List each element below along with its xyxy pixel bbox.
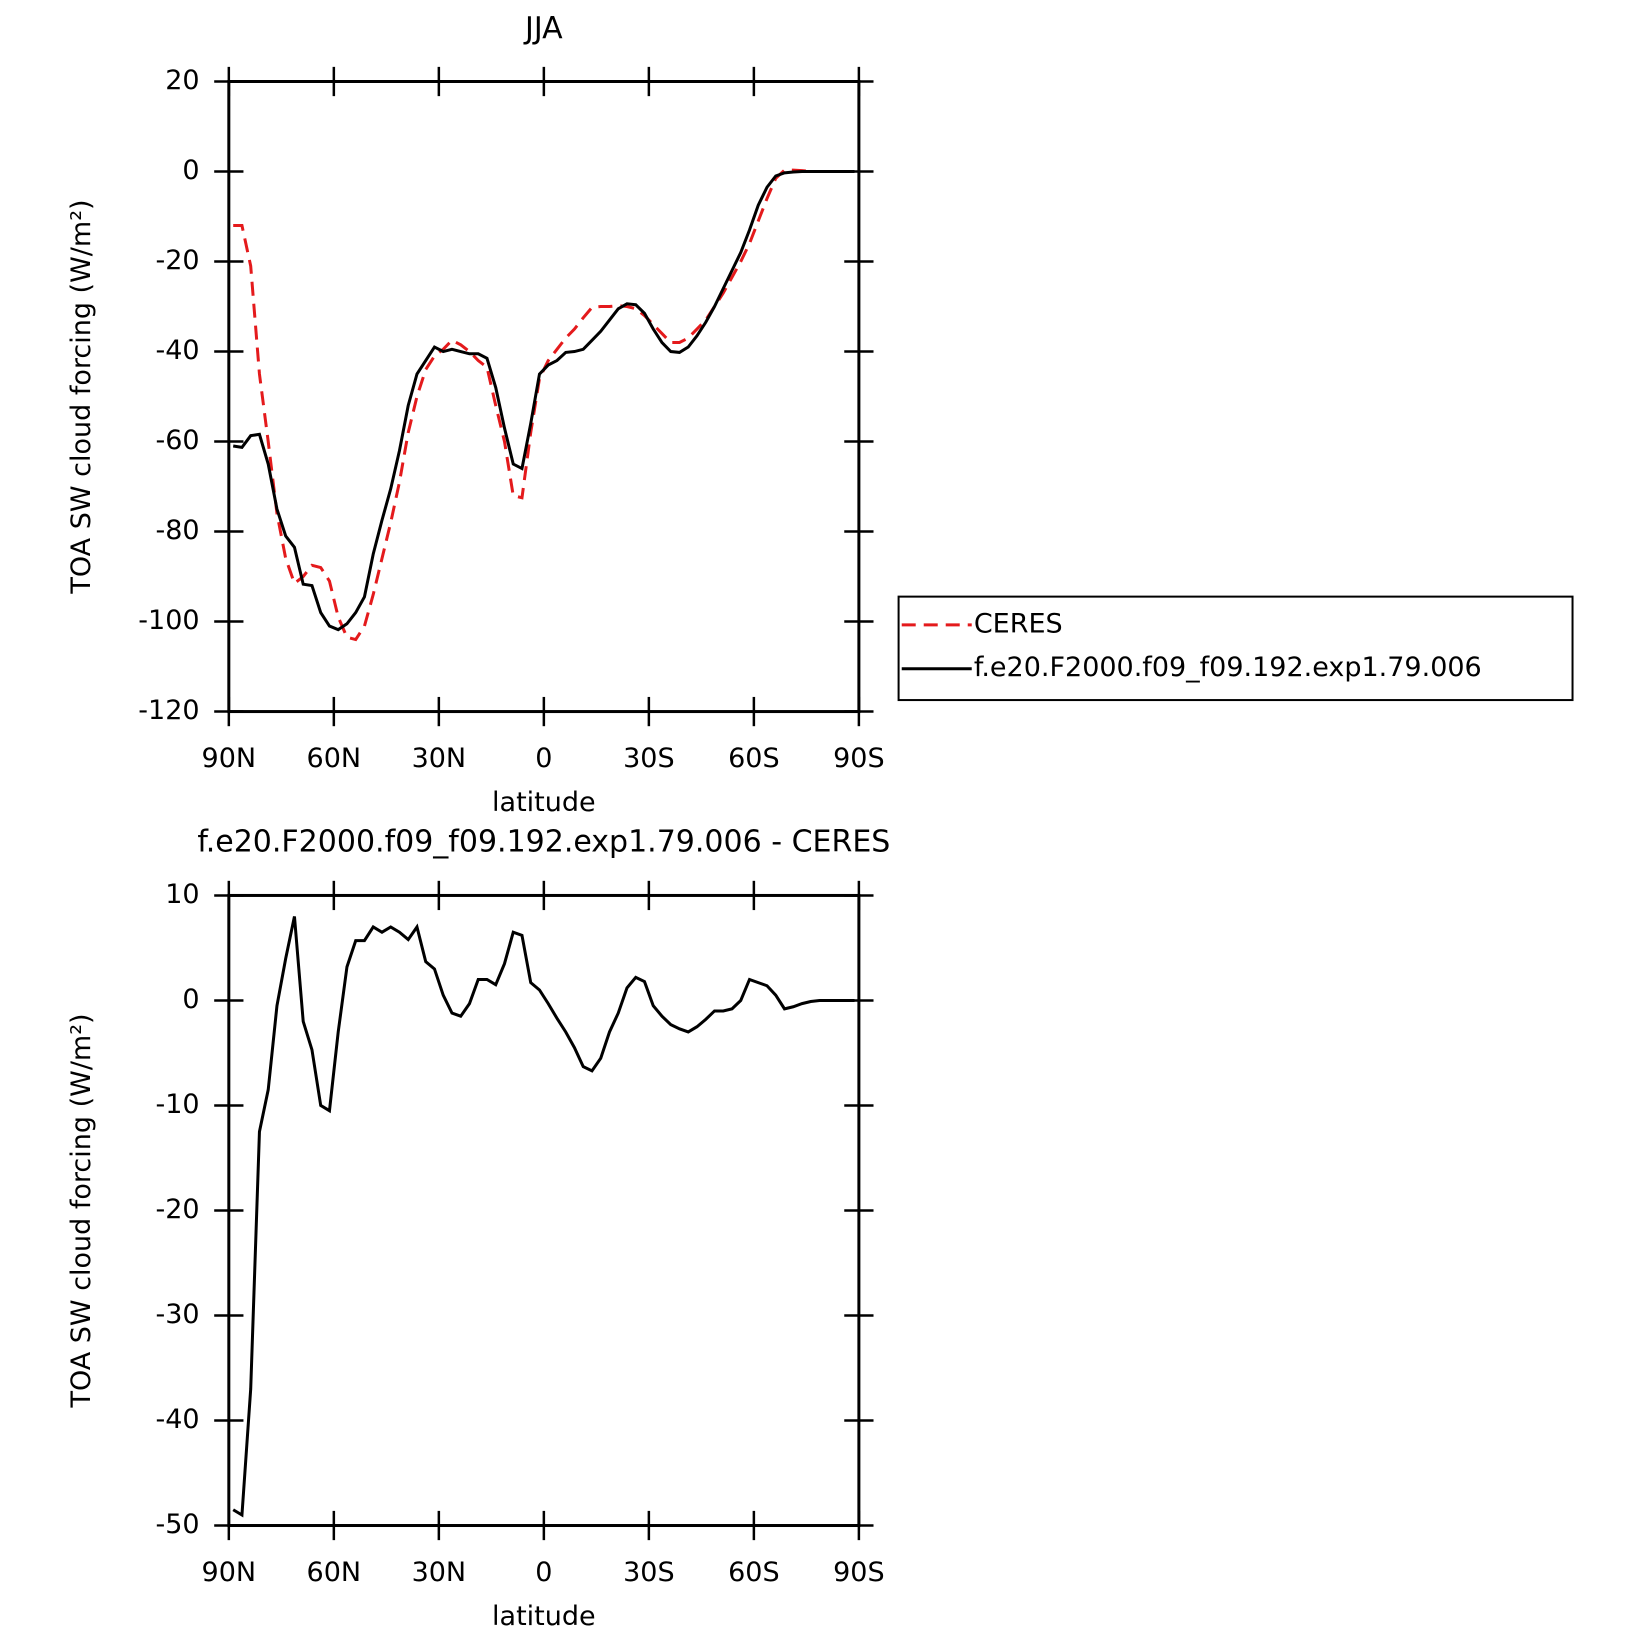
x-tick-label: 90N bbox=[202, 743, 257, 774]
chart-title: JJA bbox=[523, 11, 563, 46]
y-tick-label: -50 bbox=[155, 1509, 199, 1540]
y-tick-label: -40 bbox=[155, 1404, 199, 1435]
legend-box bbox=[897, 595, 1574, 702]
y-tick-label: 20 bbox=[165, 65, 199, 96]
y-tick-label: -80 bbox=[155, 515, 199, 546]
y-axis-label: TOA SW cloud forcing (W/m²) bbox=[66, 1013, 97, 1408]
x-tick-label: 60N bbox=[307, 743, 362, 774]
x-axis-label: latitude bbox=[492, 1601, 596, 1630]
y-tick-label: -30 bbox=[155, 1299, 199, 1330]
x-tick-label: 60S bbox=[728, 743, 780, 774]
x-tick-label: 30N bbox=[412, 743, 467, 774]
legend-label: f.e20.F2000.f09_f09.192.exp1.79.006 bbox=[974, 652, 1482, 683]
y-axis-label: TOA SW cloud forcing (W/m²) bbox=[66, 199, 97, 594]
y-tick-label: -60 bbox=[155, 425, 199, 456]
x-tick-label: 90S bbox=[833, 1557, 885, 1588]
x-tick-label: 30S bbox=[623, 743, 675, 774]
y-tick-label: 10 bbox=[165, 879, 199, 910]
data-line bbox=[233, 168, 855, 642]
x-tick-label: 30N bbox=[412, 1557, 467, 1588]
y-tick-label: 0 bbox=[182, 155, 199, 186]
plot-frame bbox=[227, 893, 861, 1528]
chart-title: f.e20.F2000.f09_f09.192.exp1.79.006 - CE… bbox=[197, 825, 890, 860]
y-tick-label: 0 bbox=[182, 984, 199, 1015]
data-line bbox=[232, 170, 855, 632]
y-tick-label: -10 bbox=[155, 1089, 199, 1120]
y-tick-label: -120 bbox=[138, 695, 199, 726]
plot-frame bbox=[227, 80, 861, 714]
data-line bbox=[232, 916, 855, 1518]
x-axis-label: latitude bbox=[492, 787, 596, 818]
legend-label: CERES bbox=[974, 608, 1063, 639]
x-tick-label: 0 bbox=[535, 743, 552, 774]
x-tick-label: 30S bbox=[623, 1557, 675, 1588]
x-tick-label: 60N bbox=[307, 1557, 362, 1588]
x-tick-label: 90S bbox=[833, 743, 885, 774]
x-tick-label: 90N bbox=[202, 1557, 257, 1588]
y-tick-label: -20 bbox=[155, 1194, 199, 1225]
y-tick-label: -40 bbox=[155, 335, 199, 366]
x-tick-label: 60S bbox=[728, 1557, 780, 1588]
x-tick-label: 0 bbox=[535, 1557, 552, 1588]
y-tick-label: -20 bbox=[155, 245, 199, 276]
y-tick-label: -100 bbox=[138, 605, 199, 636]
